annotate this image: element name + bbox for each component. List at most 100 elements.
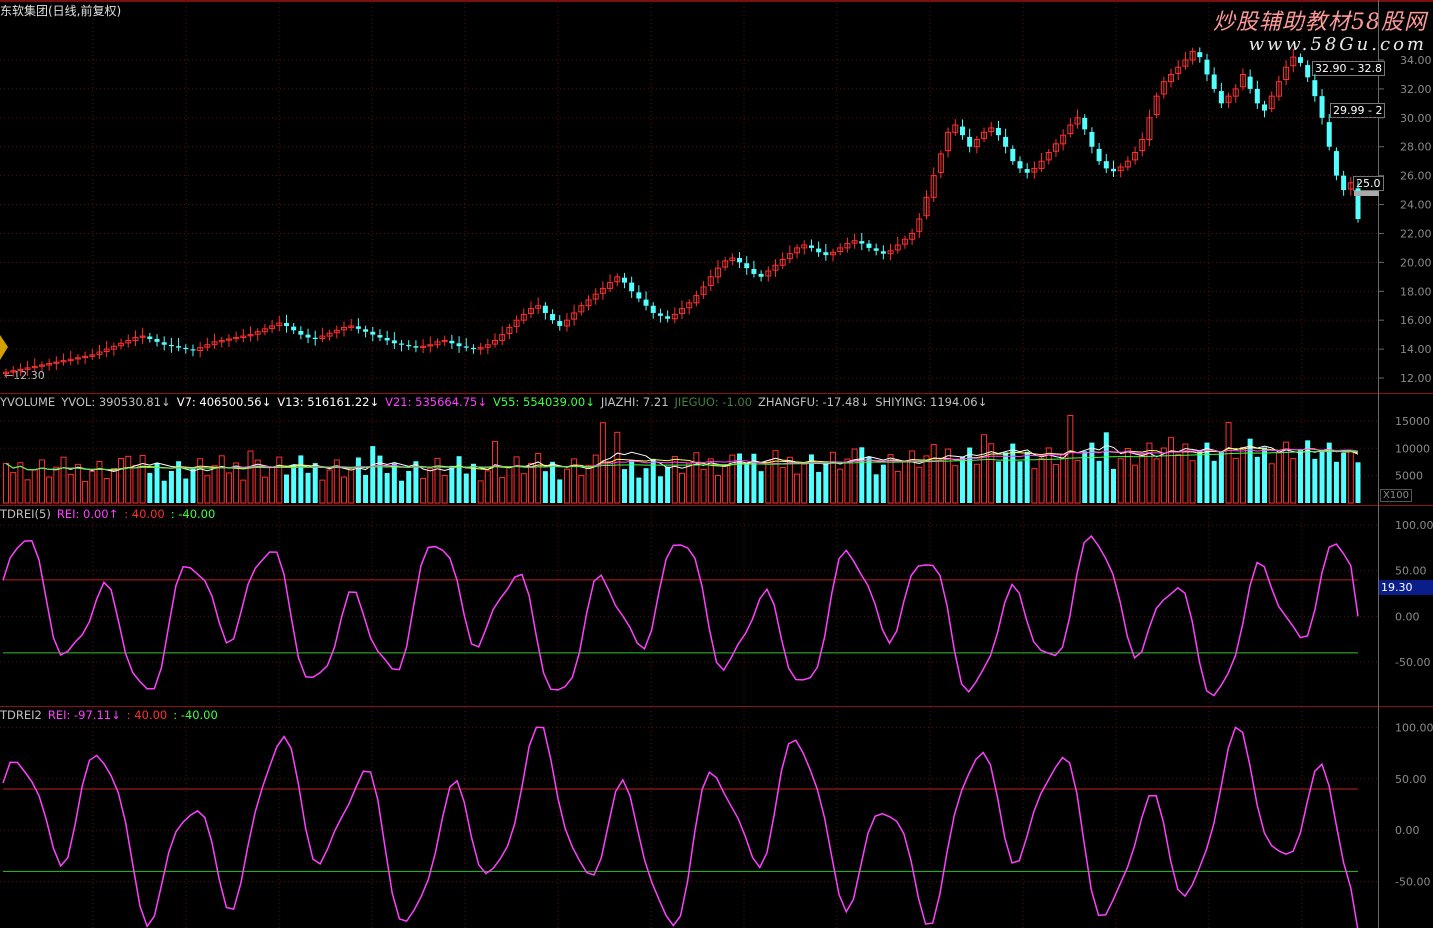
candle-body: [499, 334, 506, 341]
volume-bar: [305, 472, 311, 503]
candle-body: [96, 351, 103, 355]
volume-bar: [1052, 464, 1059, 504]
candle-body: [139, 335, 146, 338]
pane-separator-3: [0, 706, 1433, 707]
candle-body: [60, 360, 67, 363]
rei1-tick-label: -50.00: [1395, 656, 1430, 669]
candle-body: [1132, 152, 1139, 161]
volume-bar: [550, 461, 556, 503]
volume-bar: [1297, 449, 1303, 503]
candle-body: [981, 131, 988, 139]
candle-body: [247, 334, 254, 337]
candle-body: [406, 344, 412, 347]
volume-bar: [60, 456, 67, 504]
candle-body: [1146, 117, 1153, 141]
volume-bar: [650, 458, 656, 503]
brand-line1: 炒股辅助教材58股网: [1213, 10, 1427, 35]
volume-bar: [1262, 447, 1268, 503]
volume-bar: [261, 476, 268, 504]
rei2-legend: TDREI2 REI: -97.11↓: 40.00: -40.00: [0, 708, 224, 722]
rei2-legend-item: REI: -97.11↓: [47, 708, 121, 722]
candle-body: [1117, 166, 1124, 172]
volume-bar: [406, 470, 412, 503]
volume-bar: [563, 468, 570, 504]
candle-body: [1218, 91, 1224, 104]
volume-bar: [319, 479, 326, 504]
price-pane[interactable]: 东软集团(日线,前复权) 炒股辅助教材58股网 www.58Gu.com: [0, 0, 1433, 393]
candle-body: [377, 335, 383, 338]
candle-body: [492, 339, 499, 345]
price-marker-bar: [1354, 191, 1379, 196]
volume-bar: [816, 471, 822, 503]
candle-body: [765, 270, 772, 277]
pane-separator-1: [0, 393, 1433, 394]
volume-bar: [413, 461, 419, 503]
volume-bar: [147, 472, 153, 503]
volume-bar: [1312, 458, 1318, 503]
volume-bar: [333, 459, 340, 504]
candle-body: [312, 337, 318, 339]
volume-bar: [851, 448, 858, 504]
volume-bar: [190, 468, 196, 503]
candle-body: [714, 267, 721, 278]
volume-bar: [629, 459, 635, 503]
volume-bar: [168, 470, 174, 503]
volume-bar: [197, 458, 204, 504]
volume-bar: [707, 458, 714, 504]
rei1-current-value: 19.30: [1379, 580, 1433, 595]
candle-body: [722, 260, 729, 268]
candle-body: [1052, 143, 1059, 152]
volume-bar: [434, 457, 441, 504]
candle-body: [1268, 95, 1275, 109]
volume-bar: [46, 476, 53, 504]
volume-bar: [557, 479, 563, 503]
volume-bar: [38, 459, 45, 504]
candle-body: [786, 253, 793, 260]
candle-body: [399, 343, 405, 345]
volume-bar: [794, 473, 801, 504]
volume-bar: [988, 443, 995, 504]
candle-body: [305, 334, 311, 338]
volume-bar: [621, 469, 627, 503]
volume-legend-item: V13: 516161.22↓: [277, 395, 380, 409]
volume-bar: [873, 474, 879, 503]
volume-bar: [427, 467, 434, 504]
volume-bar: [441, 474, 448, 504]
candle-body: [1003, 136, 1009, 147]
candle-body: [197, 347, 204, 352]
candle-body: [808, 245, 814, 248]
callout-1: 32.90 - 32.8: [1312, 61, 1385, 76]
volume-bar: [377, 455, 383, 503]
price-tick-label: 16.00: [1400, 314, 1432, 327]
candle-body: [1089, 131, 1095, 147]
volume-bar: [31, 469, 38, 504]
rei2-legend-item: TDREI2: [0, 708, 42, 722]
price-tick-label: 28.00: [1400, 141, 1432, 154]
candle-body: [779, 258, 786, 266]
volume-bar: [1010, 443, 1016, 503]
volume-bar: [1197, 451, 1203, 503]
candle-body: [240, 335, 247, 339]
candle-body: [571, 312, 578, 320]
candle-body: [801, 244, 808, 249]
volume-bar: [513, 456, 520, 504]
rei2-tick-label: 0.00: [1395, 824, 1420, 837]
candle-body: [1031, 167, 1038, 173]
candle-body: [3, 371, 9, 375]
volume-bar: [1275, 452, 1282, 504]
candle-body: [578, 305, 585, 313]
volume-bar: [1182, 443, 1189, 504]
volume-legend-item: YVOL: 390530.81↓: [61, 395, 171, 409]
candle-body: [679, 308, 685, 315]
candle-body: [1347, 182, 1354, 190]
price-tick-label: 14.00: [1400, 343, 1432, 356]
candle-body: [1124, 160, 1131, 168]
volume-bar: [125, 455, 132, 504]
volume-bar: [758, 471, 764, 503]
candle-body: [168, 344, 174, 347]
volume-bar: [808, 454, 814, 503]
candle-body: [550, 314, 556, 321]
volume-bar: [1139, 453, 1146, 504]
volume-bar: [1211, 460, 1217, 503]
